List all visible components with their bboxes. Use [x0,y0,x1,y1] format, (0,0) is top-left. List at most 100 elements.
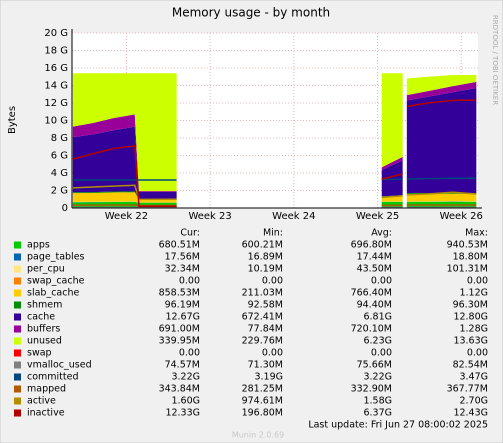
legend-stat: 77.84M [248,324,283,335]
legend-stat: 974.61M [242,396,283,407]
legend-stat: 1.58G [363,396,392,407]
legend-stat: 12.67G [165,312,200,323]
x-tick-label: Week 25 [356,211,399,222]
side-note: RRDTOOL / TOBI OETIKER [491,15,499,105]
legend-stat: 0.00 [371,348,392,359]
legend-header: Cur: [180,228,200,239]
legend-stat: 6.81G [363,312,392,323]
legend-stat: 696.80M [351,240,392,251]
legend-stat: 32.34M [165,264,200,275]
legend: Cur: Min: Avg: Max: apps 680.51M 600.21M 696.80… [14,228,488,419]
legend-label: inactive [27,408,65,419]
legend-stat: 101.31M [447,264,488,275]
legend-swatch [14,253,21,261]
legend-swatch [14,349,21,357]
legend-stat: 1.12G [459,288,488,299]
area [72,88,477,199]
y-tick-label: 18 G [44,46,68,57]
y-tick-label: 12 G [44,98,68,109]
legend-label: swap [27,348,52,359]
legend-stat: 96.19M [165,300,200,311]
legend-stat: 3.22G [171,372,200,383]
legend-stat: 16.89M [248,252,283,263]
area [72,73,477,192]
line [72,177,477,181]
legend-stat: 600.21M [242,240,283,251]
legend-stat: 74.57M [165,360,200,371]
legend-swatch [14,337,21,345]
y-tick-label: 14 G [44,81,68,92]
legend-label: active [27,396,56,407]
legend-label: page_tables [27,252,85,263]
axes: 0 2 G 4 G 6 G 8 G 10 G 12 G 14 G 16 G 18 G 20 G Wee… [44,28,483,222]
x-tick-label: Week 24 [272,211,315,222]
legend-swatch [14,325,21,333]
legend-stat: 0.00 [179,276,200,287]
y-tick-label: 10 G [44,116,68,127]
legend-label: unused [27,336,62,347]
legend-label: mapped [27,384,66,395]
legend-swatch [14,265,21,273]
legend-stat: 96.30M [453,300,488,311]
y-tick-label: 6 G [51,151,68,162]
legend-stat: 343.84M [159,384,200,395]
legend-swatch [14,409,21,417]
last-update: Last update: Fri Jun 27 08:00:02 2025 [308,420,488,431]
legend-stat: 367.77M [447,384,488,395]
legend-label: vmalloc_used [27,360,92,371]
legend-stat: 281.25M [242,384,283,395]
legend-stat: 94.40M [357,300,392,311]
legend-stat: 3.19G [254,372,283,383]
legend-swatch [14,301,21,309]
legend-swatch [14,313,21,321]
legend-stat: 12.33G [165,408,200,419]
legend-swatch [14,397,21,405]
legend-stat: 2.70G [459,396,488,407]
legend-swatch [14,241,21,249]
legend-stat: 1.28G [459,324,488,335]
legend-stat: 0.00 [262,276,283,287]
legend-label: buffers [27,324,60,335]
x-tick-label: Week 23 [188,211,231,222]
legend-stat: 720.10M [351,324,392,335]
y-tick-label: 16 G [44,63,68,74]
legend-stat: 211.03M [242,288,283,299]
legend-stat: 75.66M [357,360,392,371]
legend-stat: 229.76M [242,336,283,347]
legend-label: per_cpu [27,264,65,275]
legend-stat: 18.80M [453,252,488,263]
legend-stat: 0.00 [262,348,283,359]
line [72,184,477,201]
legend-label: shmem [27,300,62,311]
legend-stat: 339.95M [159,336,200,347]
legend-stat: 43.50M [357,264,392,275]
legend-stat: 17.44M [357,252,392,263]
legend-swatch [14,385,21,393]
legend-stat: 3.22G [363,372,392,383]
legend-stat: 680.51M [159,240,200,251]
legend-stat: 691.00M [159,324,200,335]
legend-stat: 13.63G [453,336,488,347]
y-tick-label: 4 G [51,168,68,179]
legend-stat: 332.90M [351,384,392,395]
legend-stat: 1.60G [171,396,200,407]
legend-stat: 12.80G [453,312,488,323]
legend-stat: 12.43G [453,408,488,419]
legend-label: cache [27,312,55,323]
legend-header: Min: [263,228,283,239]
y-tick-label: 8 G [51,133,68,144]
marks [72,73,477,209]
legend-stat: 0.00 [371,276,392,287]
y-axis-label: Bytes [7,106,18,134]
legend-label: apps [27,240,50,251]
x-tick-label: Week 22 [105,211,148,222]
legend-stat: 0.00 [467,276,488,287]
legend-label: swap_cache [27,276,85,287]
legend-stat: 71.30M [248,360,283,371]
x-tick-label: Week 26 [440,211,483,222]
footer: Munin 2.0.69 [232,431,284,440]
line [72,99,477,207]
legend-stat: 82.54M [453,360,488,371]
